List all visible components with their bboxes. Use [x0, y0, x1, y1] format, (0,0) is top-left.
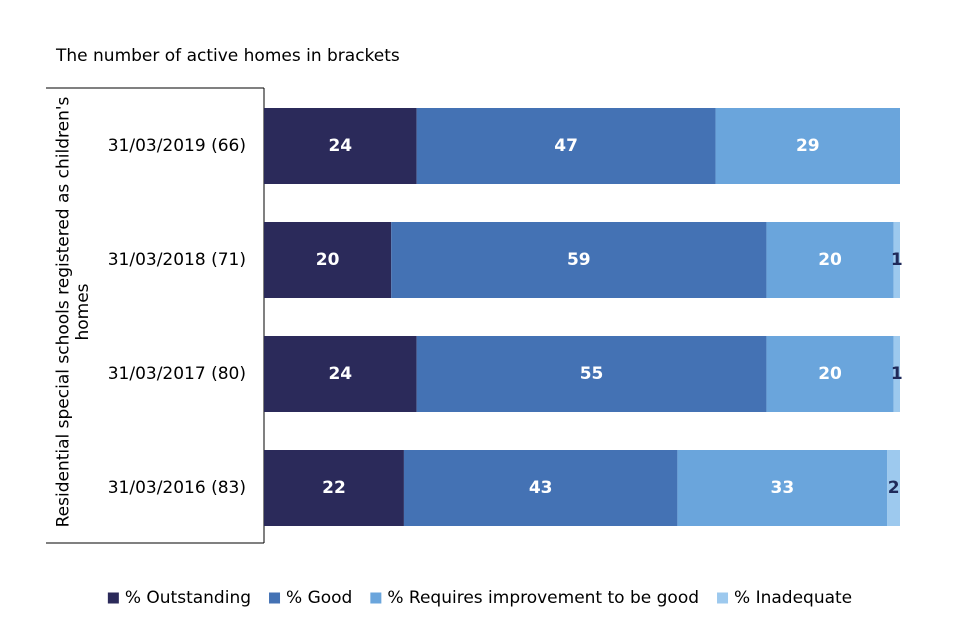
- legend-swatch: [370, 593, 381, 604]
- bar-data-label: 22: [322, 478, 346, 498]
- bar-data-label: 1: [891, 364, 903, 384]
- bars: 24 47 29 20 59 20 1 24 55 20 1 22 43 33 2: [264, 108, 903, 526]
- bar-data-label: 47: [554, 136, 578, 156]
- legend-item: % Good: [269, 588, 352, 608]
- bar-data-label: 33: [771, 478, 795, 498]
- legend-swatch: [108, 593, 119, 604]
- bar-data-label: 20: [316, 250, 340, 270]
- bar-data-label: 1: [891, 250, 903, 270]
- category-label: 31/03/2017 (80): [108, 364, 246, 384]
- bar-data-label: 24: [328, 364, 352, 384]
- category-label: 31/03/2018 (71): [108, 250, 246, 270]
- bar-data-label: 29: [796, 136, 820, 156]
- legend-item: % Requires improvement to be good: [370, 588, 699, 608]
- legend-label: % Outstanding: [125, 588, 251, 608]
- bar-data-label: 43: [529, 478, 553, 498]
- y-axis-title-line-2: homes: [73, 283, 93, 340]
- bar-data-label: 2: [888, 478, 900, 498]
- chart-subtitle: The number of active homes in brackets: [55, 46, 400, 66]
- category-label: 31/03/2019 (66): [108, 136, 246, 156]
- bar-data-label: 20: [818, 250, 842, 270]
- y-axis-title-line-1: Residential special schools registered a…: [54, 96, 74, 527]
- legend-label: % Requires improvement to be good: [387, 588, 699, 608]
- legend-item: % Outstanding: [108, 588, 251, 608]
- bar-data-label: 24: [328, 136, 352, 156]
- bar-data-label: 55: [580, 364, 604, 384]
- category-labels: 31/03/2019 (66) 31/03/2018 (71) 31/03/2017…: [108, 136, 246, 498]
- legend-swatch: [269, 593, 280, 604]
- category-label: 31/03/2016 (83): [108, 478, 246, 498]
- legend-item: % Inadequate: [717, 588, 852, 608]
- legend-label: % Good: [286, 588, 352, 608]
- legend-label: % Inadequate: [734, 588, 852, 608]
- bar-data-label: 20: [818, 364, 842, 384]
- y-axis-title: Residential special schools registered a…: [54, 96, 94, 527]
- legend-swatch: [717, 593, 728, 604]
- legend: % Outstanding % Good % Requires improvemen…: [108, 588, 852, 608]
- bar-data-label: 59: [567, 250, 591, 270]
